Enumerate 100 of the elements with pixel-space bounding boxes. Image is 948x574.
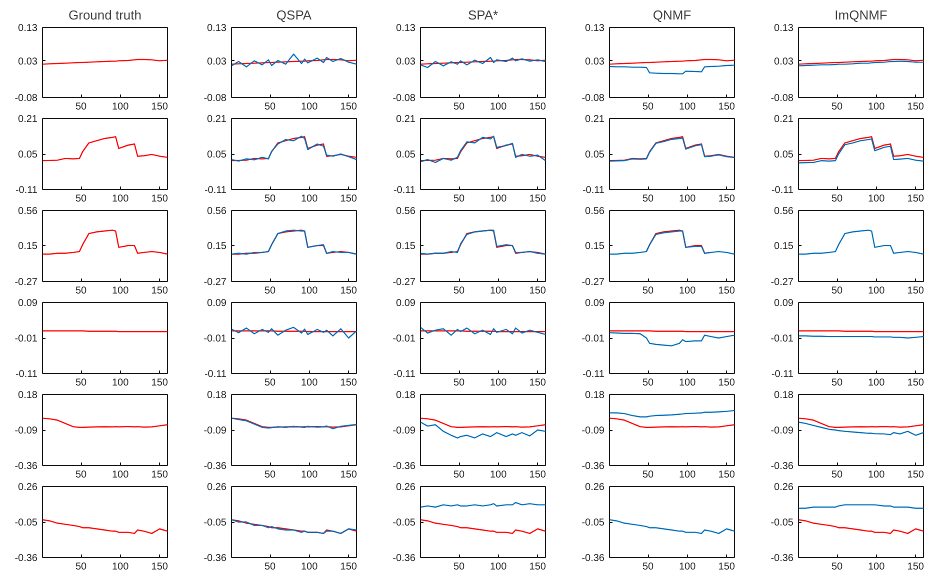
x-tick-label: 150 (529, 378, 546, 388)
line-series (42, 230, 168, 255)
x-tick-label: 100 (112, 194, 130, 204)
line-series (798, 230, 924, 255)
x-tick-label: 150 (907, 470, 924, 480)
y-tick-label: 0.13 (18, 23, 38, 34)
line-series (798, 422, 924, 436)
line-series (232, 519, 356, 534)
chart-title: QNMF (652, 8, 692, 22)
y-tick-label: -0.05 (14, 518, 38, 528)
x-tick-label: 50 (453, 194, 466, 204)
x-tick-label: 100 (490, 194, 508, 204)
x-tick-label: 150 (151, 378, 168, 388)
y-tick-label: 0.56 (396, 206, 416, 217)
x-tick-label: 150 (718, 194, 736, 204)
x-tick-label: 100 (112, 562, 130, 572)
y-tick-label: -0.08 (582, 93, 605, 104)
x-tick-label: 50 (264, 562, 276, 572)
y-tick-label: 0.05 (396, 150, 416, 160)
line-series (232, 326, 356, 339)
x-tick-label: 100 (490, 102, 508, 112)
line-series (42, 136, 168, 162)
chart-title: SPA* (468, 8, 498, 22)
y-tick-label: 0.21 (774, 114, 794, 125)
y-tick-label: -0.08 (204, 93, 227, 104)
x-tick-label: 150 (151, 102, 168, 112)
y-tick-label: 0.26 (396, 482, 416, 493)
line-series (42, 519, 168, 534)
y-tick-label: -0.05 (204, 518, 227, 528)
x-tick-label: 100 (490, 562, 508, 572)
x-tick-label: 150 (529, 194, 546, 204)
y-tick-label: 0.03 (585, 56, 605, 68)
x-tick-label: 100 (868, 102, 886, 112)
x-tick-label: 150 (340, 286, 358, 296)
line-series (232, 230, 356, 255)
y-tick-label: -0.09 (14, 426, 38, 436)
x-tick-label: 100 (490, 470, 508, 480)
y-tick-label: 0.56 (18, 206, 38, 217)
x-tick-label: 150 (529, 562, 546, 572)
x-tick-label: 50 (75, 378, 88, 388)
x-tick-label: 100 (300, 562, 318, 572)
y-tick-label: 0.26 (18, 482, 38, 493)
x-tick-label: 150 (718, 470, 736, 480)
y-tick-label: -0.36 (204, 553, 227, 564)
x-tick-label: 150 (340, 194, 358, 204)
y-tick-label: 0.56 (207, 206, 227, 217)
y-tick-label: -0.27 (582, 277, 605, 288)
x-tick-label: 100 (300, 194, 318, 204)
y-tick-label: -0.01 (392, 334, 416, 344)
x-tick-label: 100 (490, 378, 508, 388)
y-tick-label: 0.13 (585, 23, 605, 34)
y-tick-label: -0.09 (582, 426, 605, 436)
line-series (610, 332, 734, 346)
y-tick-label: -0.27 (392, 277, 416, 288)
x-tick-label: 150 (718, 562, 736, 572)
y-tick-label: 0.03 (18, 56, 38, 68)
y-tick-label: 0.09 (207, 298, 227, 309)
y-tick-label: -0.01 (14, 334, 38, 344)
y-tick-label: -0.09 (204, 426, 227, 436)
y-tick-label: 0.18 (774, 390, 794, 401)
x-tick-label: 150 (340, 378, 358, 388)
y-tick-label: -0.11 (582, 185, 605, 196)
x-tick-label: 150 (718, 286, 736, 296)
chart-title: Ground truth (68, 8, 142, 22)
x-tick-label: 100 (678, 102, 696, 112)
x-tick-label: 150 (907, 562, 924, 572)
x-tick-label: 100 (678, 194, 696, 204)
y-tick-label: -0.36 (392, 461, 416, 472)
y-tick-label: -0.36 (582, 553, 605, 564)
chart-title: ImQNMF (834, 8, 888, 22)
x-tick-label: 100 (868, 286, 886, 296)
x-tick-label: 150 (907, 102, 924, 112)
x-tick-label: 50 (264, 286, 276, 296)
x-tick-label: 50 (75, 470, 88, 480)
y-tick-label: -0.11 (771, 369, 794, 380)
y-tick-label: -0.11 (15, 369, 38, 380)
x-tick-label: 150 (718, 378, 736, 388)
x-tick-label: 50 (642, 470, 654, 480)
y-tick-label: -0.36 (392, 553, 416, 564)
x-tick-label: 100 (300, 378, 318, 388)
x-tick-label: 100 (678, 562, 696, 572)
x-tick-label: 150 (151, 286, 168, 296)
y-tick-label: 0.09 (774, 298, 794, 309)
x-tick-label: 150 (907, 378, 924, 388)
x-tick-label: 150 (529, 470, 546, 480)
line-series (798, 418, 924, 428)
x-tick-label: 50 (264, 378, 276, 388)
line-series (798, 519, 924, 534)
y-tick-label: 0.56 (774, 206, 794, 217)
x-tick-label: 150 (151, 562, 168, 572)
y-tick-label: 0.15 (396, 241, 416, 252)
x-tick-label: 50 (264, 470, 276, 480)
x-tick-label: 100 (678, 470, 696, 480)
x-tick-label: 50 (453, 470, 466, 480)
y-tick-label: 0.13 (207, 23, 227, 34)
y-tick-label: 0.26 (207, 482, 227, 493)
x-tick-label: 50 (831, 562, 844, 572)
y-tick-label: -0.08 (770, 93, 794, 104)
x-tick-label: 150 (151, 470, 168, 480)
y-tick-label: 0.15 (18, 241, 38, 252)
